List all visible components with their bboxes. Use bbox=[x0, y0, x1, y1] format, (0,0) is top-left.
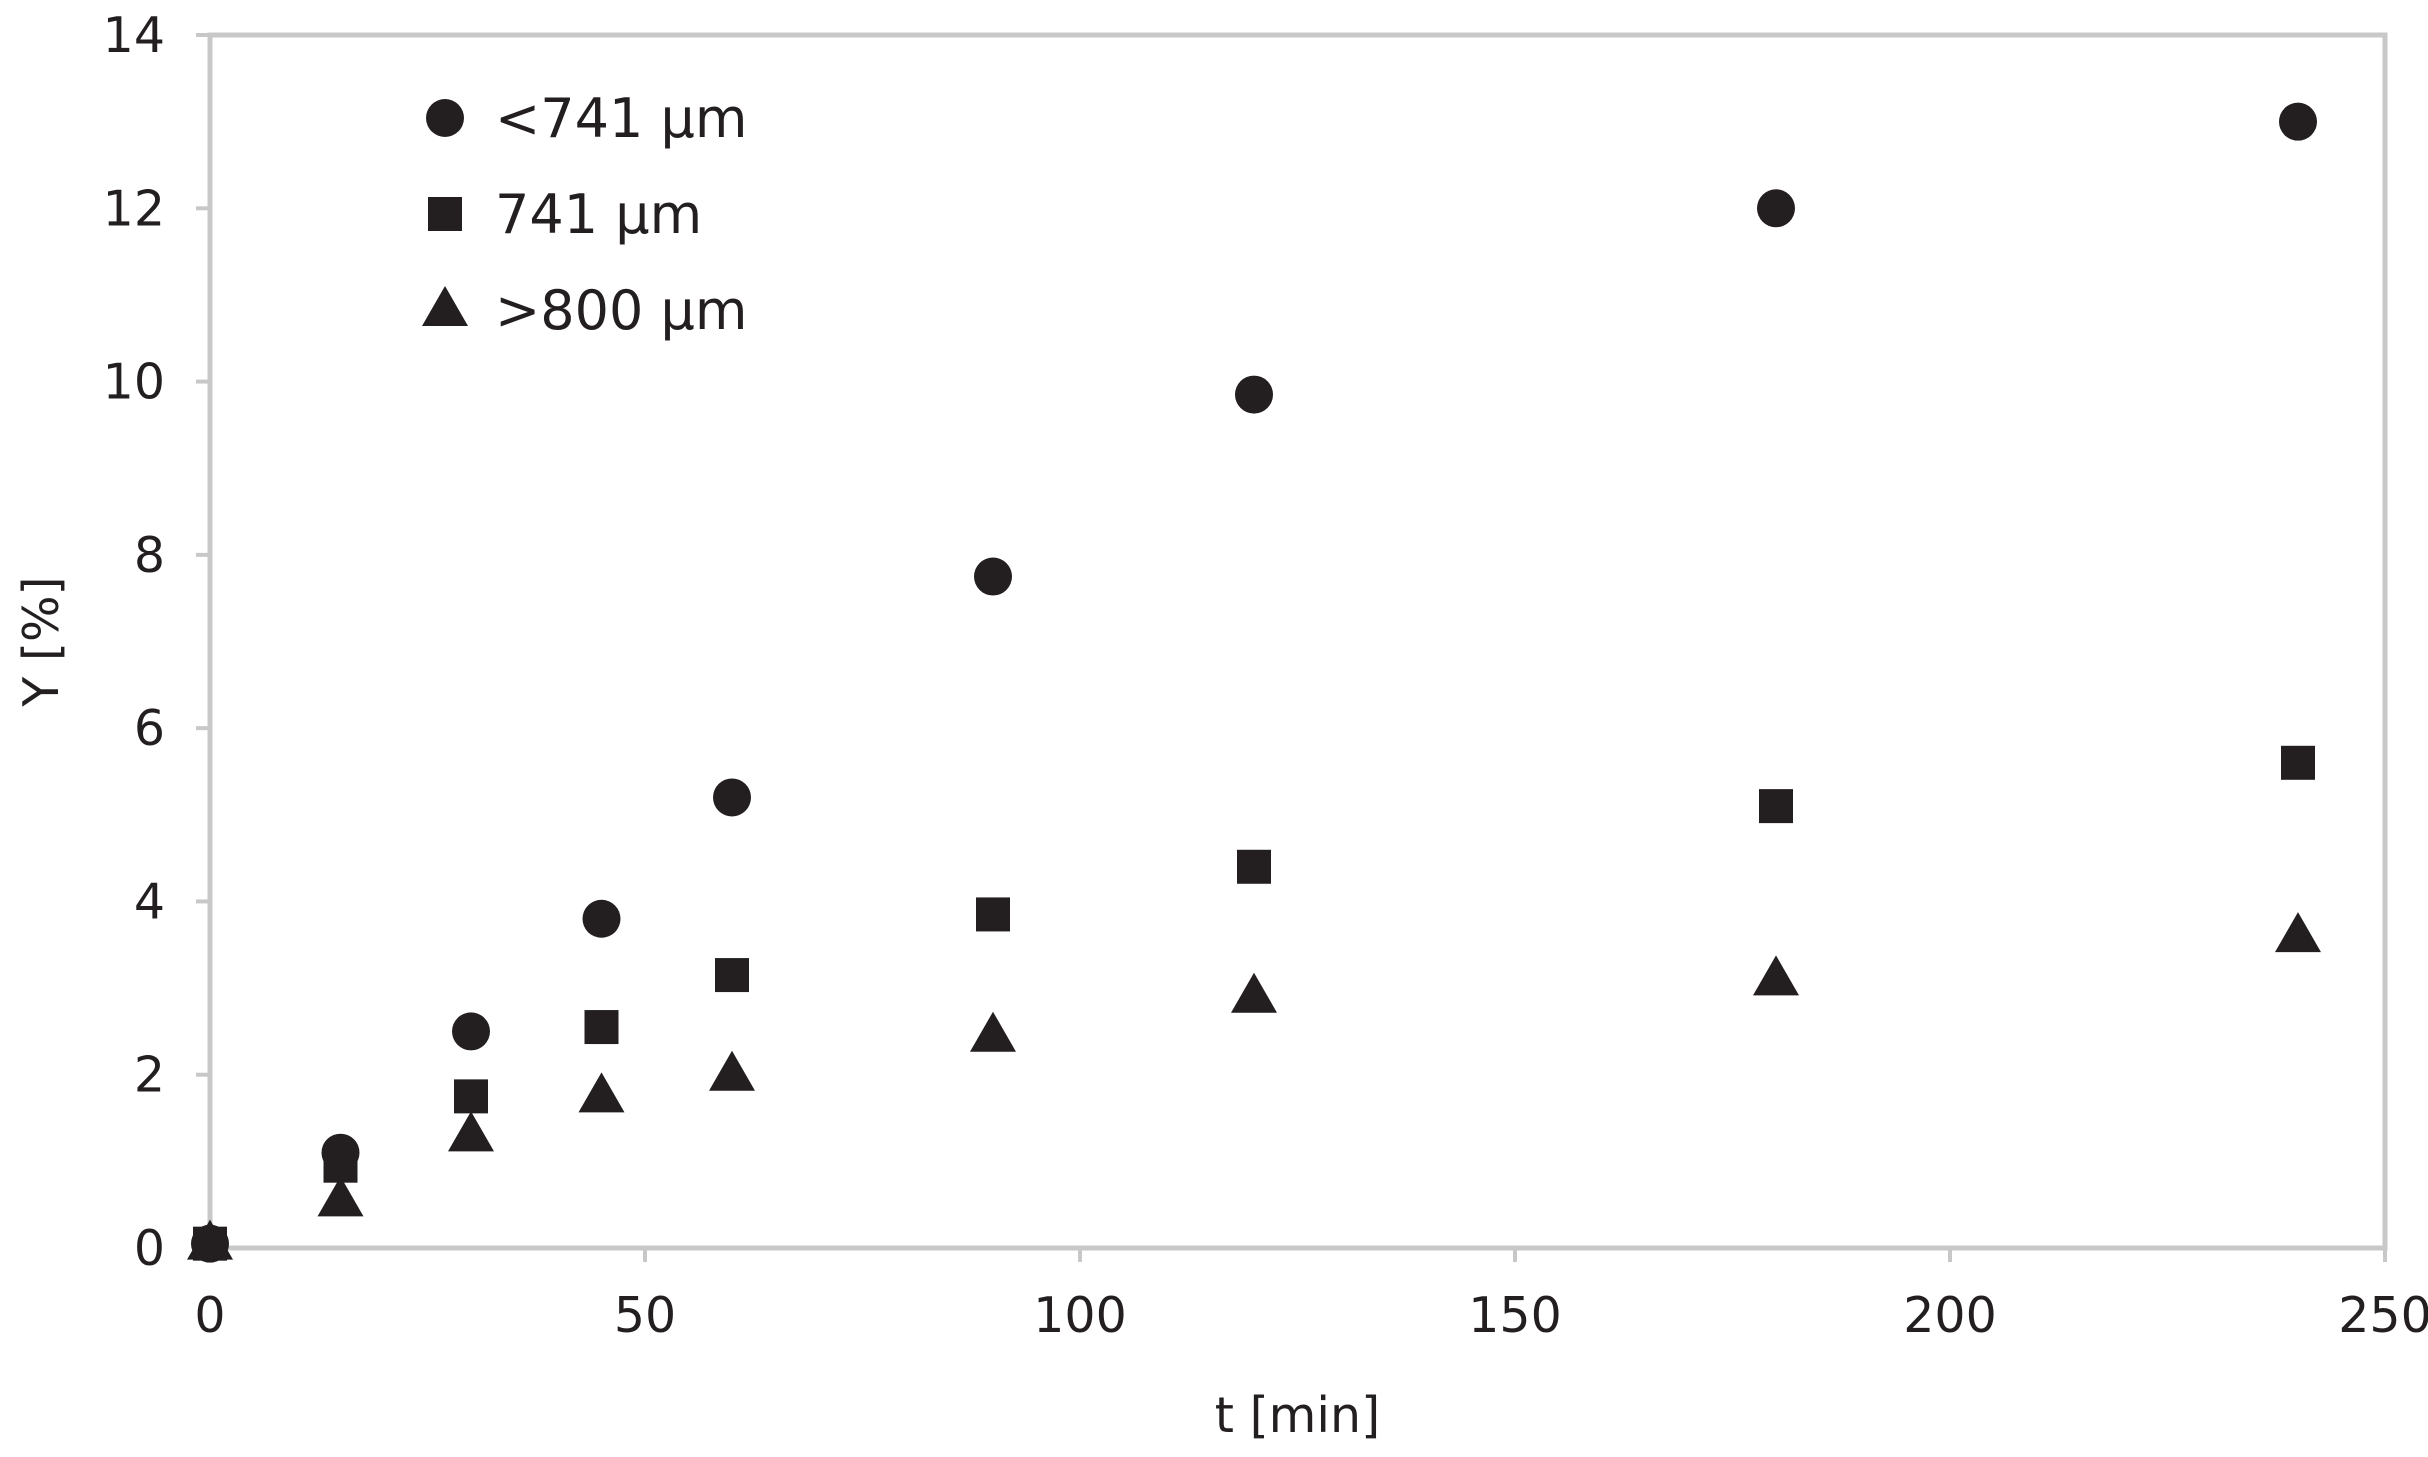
x-tick-label: 250 bbox=[2338, 1287, 2428, 1344]
data-points bbox=[187, 102, 2321, 1263]
data-point-circle bbox=[582, 899, 621, 938]
x-tick-label: 150 bbox=[1468, 1287, 1562, 1344]
series-square bbox=[193, 745, 2315, 1261]
y-axis-title: Y [%] bbox=[13, 576, 70, 707]
legend: <741 µm 741 µm >800 µm bbox=[422, 87, 747, 342]
x-axis-title: t [min] bbox=[1215, 1387, 1380, 1444]
data-point-triangle bbox=[317, 1176, 364, 1217]
legend-label: <741 µm bbox=[495, 87, 747, 150]
data-point-triangle bbox=[187, 1219, 233, 1260]
y-tick-label: 10 bbox=[103, 354, 165, 411]
legend-marker-triangle bbox=[422, 286, 468, 326]
legend-label: 741 µm bbox=[495, 183, 702, 246]
x-axis-ticks: 0 50 100 150 200 250 bbox=[194, 1248, 2428, 1344]
y-tick-label: 12 bbox=[103, 180, 165, 237]
data-point-triangle bbox=[1231, 972, 1277, 1013]
legend-label: >800 µm bbox=[495, 279, 747, 342]
data-point-circle bbox=[713, 778, 751, 817]
legend-item: >800 µm bbox=[422, 279, 747, 342]
x-tick-label: 100 bbox=[1033, 1287, 1127, 1344]
y-tick-label: 14 bbox=[103, 7, 165, 64]
data-point-square bbox=[454, 1079, 488, 1114]
data-point-triangle bbox=[448, 1111, 494, 1152]
y-tick-label: 4 bbox=[134, 873, 165, 930]
y-tick-label: 2 bbox=[134, 1047, 165, 1104]
data-point-square bbox=[2281, 745, 2315, 780]
legend-marker-square bbox=[428, 197, 462, 231]
series-circle bbox=[191, 102, 2317, 1263]
data-point-triangle bbox=[578, 1072, 625, 1113]
y-tick-label: 0 bbox=[134, 1220, 165, 1277]
x-tick-label: 50 bbox=[614, 1287, 676, 1344]
data-point-circle bbox=[1757, 189, 1795, 228]
data-point-square bbox=[1759, 789, 1793, 824]
data-point-circle bbox=[2279, 102, 2317, 141]
legend-marker-circle bbox=[426, 99, 464, 137]
data-point-triangle bbox=[709, 1050, 755, 1091]
legend-item: <741 µm bbox=[426, 87, 747, 150]
x-tick-label: 0 bbox=[194, 1287, 225, 1344]
y-tick-label: 6 bbox=[134, 700, 165, 757]
data-point-circle bbox=[452, 1012, 490, 1051]
legend-item: 741 µm bbox=[428, 183, 702, 246]
y-tick-label: 8 bbox=[134, 527, 165, 584]
series-triangle bbox=[187, 912, 2321, 1260]
data-point-triangle bbox=[2275, 912, 2321, 953]
plot-frame bbox=[207, 32, 2388, 1251]
y-axis-ticks: 0 2 4 6 8 10 12 14 bbox=[103, 7, 210, 1277]
data-point-triangle bbox=[1753, 955, 1799, 996]
data-point-circle bbox=[1235, 375, 1273, 414]
data-point-triangle bbox=[970, 1011, 1016, 1052]
data-point-square bbox=[584, 1010, 619, 1045]
x-tick-label: 200 bbox=[1903, 1287, 1997, 1344]
data-point-square bbox=[715, 958, 749, 993]
data-point-square bbox=[1237, 849, 1271, 884]
data-point-square bbox=[976, 897, 1010, 932]
data-point-circle bbox=[974, 557, 1012, 596]
